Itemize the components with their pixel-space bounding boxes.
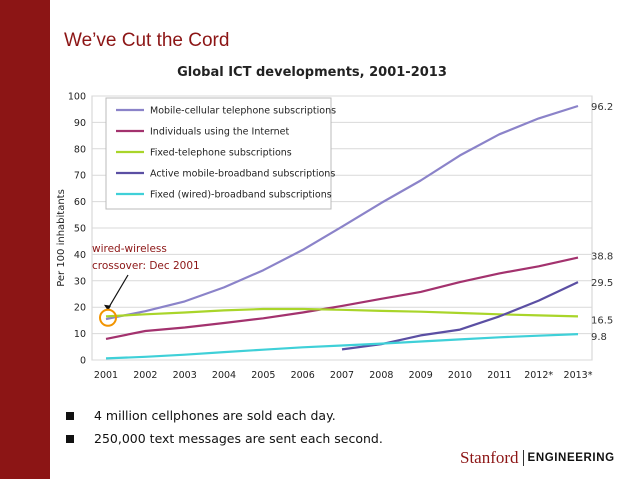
x-tick-label: 2005	[251, 370, 275, 381]
stanford-engineering-logo: Stanford ENGINEERING	[460, 448, 615, 468]
bullet-text: 4 million cellphones are sold each day.	[94, 408, 336, 423]
x-tick-label: 2009	[409, 370, 433, 381]
x-tick-label: 2008	[369, 370, 393, 381]
x-tick-label: 2010	[448, 370, 472, 381]
series-end-label: 96.2	[591, 102, 613, 113]
annotation-text: wired-wireless	[92, 243, 167, 255]
bullet-square-icon	[66, 434, 74, 443]
x-tick-label: 2007	[330, 370, 354, 381]
slide-title: We’ve Cut the Cord	[64, 30, 230, 51]
chart-title: Global ICT developments, 2001-2013	[177, 65, 447, 80]
bullet-list: 4 million cellphones are sold each day. …	[66, 404, 383, 450]
legend-label: Mobile-cellular telephone subscriptions	[150, 106, 336, 117]
x-tick-label: 2002	[133, 370, 157, 381]
series-line	[105, 104, 579, 321]
y-tick-label: 80	[74, 144, 86, 155]
series-end-label: 38.8	[591, 252, 613, 263]
y-tick-label: 90	[74, 118, 86, 129]
annotation-text: crossover: Dec 2001	[92, 260, 200, 272]
series-line	[105, 256, 579, 340]
logo-stanford-text: Stanford	[460, 448, 519, 467]
y-tick-label: 0	[80, 356, 86, 367]
series-line	[105, 307, 579, 318]
x-tick-label: 2003	[173, 370, 197, 381]
legend-label: Active mobile-broadband subscriptions	[150, 169, 335, 180]
y-tick-label: 100	[68, 92, 86, 103]
y-tick-label: 60	[74, 197, 86, 208]
y-tick-label: 10	[74, 329, 86, 340]
bullet-square-icon	[66, 411, 74, 420]
left-accent-bar	[0, 0, 50, 479]
annotation-arrowhead	[104, 304, 111, 311]
x-tick-label: 2011	[487, 370, 511, 381]
x-tick-label: 2001	[94, 370, 118, 381]
series-line	[105, 333, 579, 360]
bullet-item: 250,000 text messages are sent each seco…	[66, 427, 383, 450]
crossover-circle	[99, 308, 117, 327]
legend-label: Individuals using the Internet	[150, 127, 290, 138]
y-tick-label: 50	[74, 224, 86, 235]
y-axis-label: Per 100 inhabitants	[56, 189, 67, 287]
y-tick-label: 30	[74, 276, 86, 287]
bullet-text: 250,000 text messages are sent each seco…	[94, 431, 383, 446]
logo-engineering-text: ENGINEERING	[527, 452, 615, 464]
series-end-label: 9.8	[591, 332, 607, 343]
y-tick-label: 70	[74, 171, 86, 182]
y-tick-label: 20	[74, 303, 86, 314]
x-tick-label: 2004	[212, 370, 236, 381]
legend-label: Fixed (wired)-broadband subscriptions	[150, 190, 332, 201]
annotation-arrow	[107, 274, 129, 310]
series-end-label: 29.5	[591, 278, 613, 289]
x-tick-label: 2013*	[564, 370, 593, 381]
x-tick-label: 2006	[291, 370, 315, 381]
ict-line-chart: Global ICT developments, 2001-2013 0 10 20 3…	[56, 65, 613, 381]
y-tick-label: 40	[74, 250, 86, 261]
legend-label: Fixed-telephone subscriptions	[150, 148, 292, 159]
bullet-item: 4 million cellphones are sold each day.	[66, 404, 383, 427]
series-end-label: 16.5	[591, 315, 613, 326]
legend-box	[105, 97, 332, 210]
x-tick-label: 2012*	[524, 370, 553, 381]
logo-divider	[522, 450, 524, 466]
